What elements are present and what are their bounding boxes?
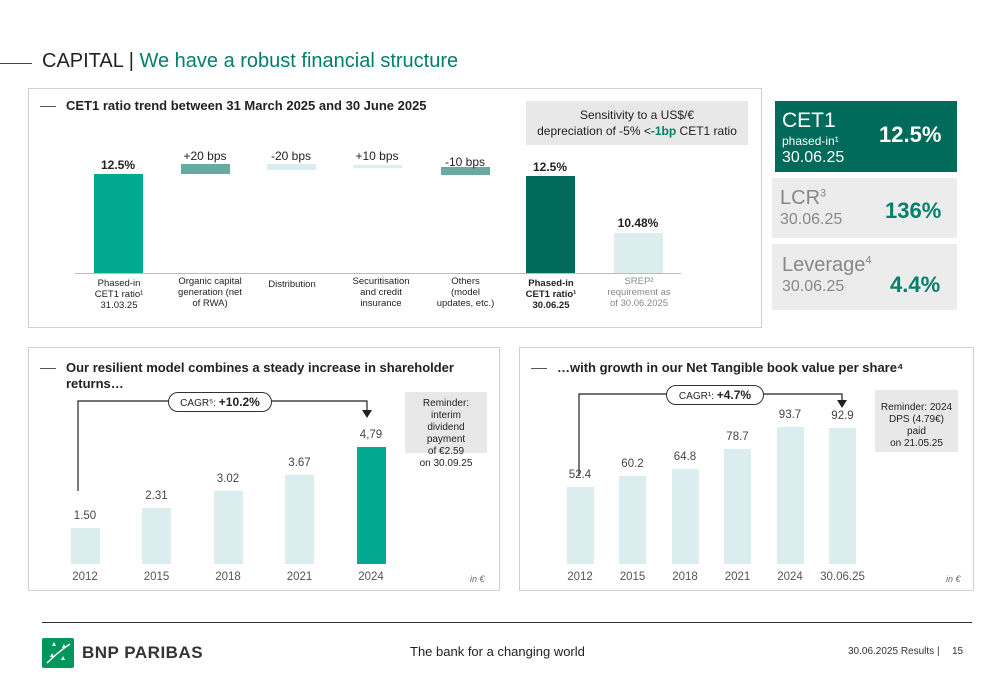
ntbv-chart-bar-2021 (724, 448, 751, 564)
kpi-lcr-date: 30.06.25 (780, 211, 843, 228)
kpi-lcr-value: 136% (885, 198, 942, 223)
cet1-trend-heading: CET1 ratio trend between 31 March 2025 a… (40, 98, 427, 114)
results-label: 30.06.2025 Results | (848, 646, 940, 657)
ntbv-chart-tick-label: 2015 (619, 571, 646, 583)
ntbv-chart-tick-label: 2021 (724, 571, 751, 583)
ntbv-chart-tick-label: 2012 (567, 571, 593, 583)
dps-cagr-pill: CAGR⁵: +10.2% (168, 392, 272, 412)
dps-chart-tick-label: 2012 (72, 571, 98, 583)
ntbv-chart-value-label: 64.8 (673, 451, 697, 464)
ntbv-reminder: Reminder: 2024 DPS (4.79€) paid on 21.05.2… (875, 390, 958, 452)
ntbv-chart-value-label: 52.4 (568, 469, 592, 482)
kpi-cet1-name: CET1 (782, 109, 836, 132)
title-main: CAPITAL | (42, 50, 134, 72)
sensitivity-line1: Sensitivity to a US$/€ (579, 108, 695, 122)
kpi-leverage-date: 30.06.25 (782, 278, 845, 295)
dps-heading: Our resilient model combines a steady in… (40, 360, 454, 392)
ntbv-chart-value-label: 93.7 (778, 408, 802, 421)
dps-chart-value-label: 3.67 (288, 456, 311, 469)
ntbv-chart-value-label: 60.2 (621, 457, 644, 470)
title-rule (0, 63, 32, 64)
dps-unit: in € (470, 574, 485, 584)
sensitivity-box: Sensitivity to a US$/€ depreciation of -… (526, 101, 748, 145)
kpi-leverage-name: Leverage4 (782, 254, 872, 276)
dps-chart-tick-label: 2018 (215, 571, 241, 583)
dps-chart-bar-2012 (70, 527, 100, 564)
ntbv-chart-bar-2015 (619, 475, 646, 564)
ntbv-chart-bar-2012 (566, 487, 594, 564)
dps-chart-bar-2015 (142, 507, 171, 564)
kpi-lcr: LCR3 30.06.25 136% (772, 178, 957, 238)
ntbv-chart-value-label: 78.7 (726, 430, 749, 443)
ntbv-chart-bar-2018 (671, 469, 699, 564)
ntbv-chart-bar-2024 (776, 426, 804, 564)
dps-chart-tick-label: 2021 (286, 571, 313, 583)
dps-chart-tick-label: 2015 (143, 571, 170, 583)
dps-chart-tick-label: 2024 (358, 571, 384, 583)
kpi-leverage-value: 4.4% (890, 272, 941, 297)
page-number: 15 (952, 646, 964, 657)
footer-rule (42, 622, 972, 623)
ntbv-unit: in € (946, 574, 961, 584)
dps-chart-bar-2021 (285, 474, 314, 564)
kpi-leverage: Leverage4 30.06.25 4.4% (772, 244, 957, 310)
ntbv-chart-tick-label: 2018 (672, 571, 698, 583)
ntbv-chart-value-label: 92.9 (831, 409, 854, 422)
ntbv-chart-tick-label: 30.06.25 (820, 571, 865, 583)
kpi-cet1-value: 12.5% (879, 122, 942, 147)
bnp-logo (42, 638, 74, 668)
dps-chart-value-label: 3.02 (216, 472, 240, 485)
kpi-lcr-name: LCR3 (780, 187, 827, 209)
dps-chart-value-label: 4,79 (359, 429, 383, 442)
dps-chart-value-label: 2.31 (145, 489, 168, 502)
stars-logo-icon (46, 642, 71, 664)
ntbv-chart-bar-30.06.25 (829, 427, 856, 564)
dps-chart-bar-2018 (213, 490, 243, 564)
dps-chart-value-label: 1.50 (73, 509, 97, 522)
ntbv-cagr-pill: CAGR¹: +4.7% (666, 385, 764, 405)
title-sub: We have a robust financial structure (139, 50, 459, 72)
dps-reminder: Reminder: interim dividend payment of €2.5… (405, 392, 487, 469)
kpi-cet1-sub: phased-in¹ (782, 134, 839, 148)
ntbv-chart-tick-label: 2024 (777, 571, 803, 583)
ntbv-heading: …with growth in our Net Tangible book va… (531, 360, 903, 376)
kpi-cet1: CET1 phased-in¹ 30.06.25 12.5% (775, 101, 957, 172)
page-title: CAPITAL | We have a robust financial str… (42, 50, 458, 73)
dps-panel (28, 347, 500, 591)
brand-name: BNP PARIBAS (82, 643, 204, 662)
kpi-cet1-date: 30.06.25 (782, 149, 845, 166)
dps-chart-bar-2024 (356, 447, 386, 564)
tagline: The bank for a changing world (410, 644, 585, 659)
sensitivity-line2: depreciation of -5% <-1bp CET1 ratio (537, 124, 737, 138)
